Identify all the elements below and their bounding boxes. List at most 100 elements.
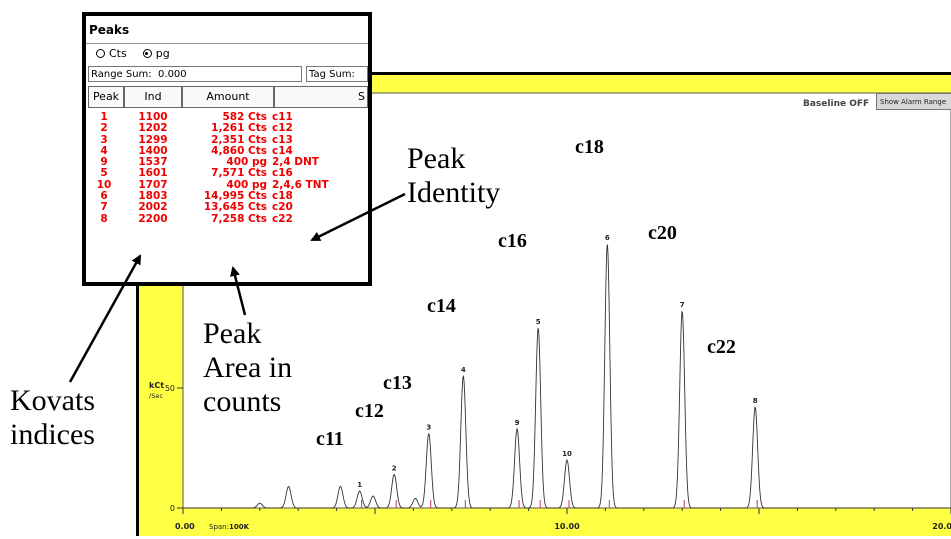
compound-label-c13: c13 xyxy=(383,372,412,394)
kovats-index-cell: 1100 xyxy=(138,111,168,123)
table-row[interactable]: 7 2002 13,645 Cts c20 xyxy=(88,201,378,214)
tag-sum-field: Tag Sum: xyxy=(306,66,368,82)
identity-cell: c20 xyxy=(272,201,293,214)
amount-cell: 14,995 Cts xyxy=(203,190,267,203)
table-row[interactable]: 2 1202 1,261 Cts c12 xyxy=(88,122,378,135)
peak-number-cell: 3 xyxy=(100,133,108,146)
amount-cell: 400 pg xyxy=(226,178,267,191)
compound-label-c20: c20 xyxy=(648,222,677,244)
table-row[interactable]: 6 1803 14,995 Cts c18 xyxy=(88,190,378,203)
baseline-status: Baseline OFF xyxy=(803,99,870,109)
peak-number-label: 5 xyxy=(536,318,541,326)
compound-label-c22: c22 xyxy=(707,336,736,358)
range-sum-value: 0.000 xyxy=(158,69,187,80)
table-header: Peak Ind Amount S xyxy=(88,86,378,108)
column-header-s[interactable]: S xyxy=(274,86,368,108)
peak-number-label: 8 xyxy=(753,397,758,405)
amount-cell: 582 Cts xyxy=(222,111,267,123)
amount-cell: 13,645 Cts xyxy=(203,201,267,214)
kovats-index-cell: 2002 xyxy=(138,201,168,214)
peak-number-cell: 5 xyxy=(100,167,108,180)
identity-cell: 2,4,6 TNT xyxy=(272,178,329,191)
peak-number-cell: 6 xyxy=(100,190,108,203)
chromatogram-trace xyxy=(183,244,951,509)
table-row[interactable]: 5 1601 7,571 Cts c16 xyxy=(88,167,378,180)
kovats-index-cell: 1803 xyxy=(138,190,168,203)
title-divider xyxy=(86,43,368,44)
peaks-table-body: 1 1100 582 Cts c11 2 1202 1,261 Cts c12 3 1299 2,3… xyxy=(88,111,378,225)
peak-number-cell: 9 xyxy=(100,156,108,169)
kovats-index-cell: 1707 xyxy=(138,178,168,191)
amount-cell: 2,351 Cts xyxy=(211,133,267,146)
peak-identity-annotation: Peak Identity xyxy=(407,142,501,209)
kovats-index-cell: 1537 xyxy=(138,156,168,169)
identity-cell: 2,4 DNT xyxy=(272,156,319,169)
chromatogram-window: 50 0 0.00 10.00 20.0 kCt/Sec Span:100K 1 2 3 4 9 5 10… xyxy=(136,72,951,536)
peak-number-label: 6 xyxy=(605,234,610,242)
identity-cell: c14 xyxy=(272,144,293,157)
compound-label-c12: c12 xyxy=(355,400,384,422)
column-header-ind[interactable]: Ind xyxy=(124,86,182,108)
identity-cell: c18 xyxy=(272,190,293,203)
peak-number-label: 9 xyxy=(515,419,520,427)
kovats-index-cell: 1299 xyxy=(138,133,168,146)
peak-number-cell: 1 xyxy=(100,111,108,123)
peaks-window-title: Peaks xyxy=(89,23,130,37)
kovats-annotation: Kovats indices xyxy=(10,384,95,451)
show-alarm-range-button[interactable]: Show Alarm Range xyxy=(876,93,951,110)
table-row[interactable]: 3 1299 2,351 Cts c13 xyxy=(88,133,378,146)
y-tick-label: 0 xyxy=(170,504,175,513)
table-row[interactable]: 10 1707 400 pg 2,4,6 TNT xyxy=(88,178,378,191)
peak-number-label: 10 xyxy=(562,450,572,458)
peak-area-annotation: Peak Area in counts xyxy=(203,317,293,418)
peak-number-label: 7 xyxy=(680,301,685,309)
amount-cell: 7,258 Cts xyxy=(211,212,267,225)
table-row[interactable]: 1 1100 582 Cts c11 xyxy=(88,111,378,123)
y-tick-label: 50 xyxy=(165,384,175,393)
peak-number-label: 1 xyxy=(357,481,362,489)
kovats-index-cell: 1202 xyxy=(138,122,168,135)
identity-cell: c13 xyxy=(272,133,293,146)
identity-cell: c16 xyxy=(272,167,293,180)
x-tick-label: 10.00 xyxy=(554,522,580,531)
units-radio-group: Cts pg xyxy=(96,47,170,60)
peak-number-label: 3 xyxy=(426,424,431,432)
amount-cell: 1,261 Cts xyxy=(211,122,267,135)
peaks-window: Peaks Cts pg Range Sum: 0.000 Tag Sum: P… xyxy=(82,12,372,286)
compound-label-c11: c11 xyxy=(316,428,344,450)
radio-cts-label: Cts xyxy=(109,47,127,60)
radio-pg[interactable] xyxy=(142,49,152,58)
kovats-index-cell: 1400 xyxy=(138,144,168,157)
table-row[interactable]: 8 2200 7,258 Cts c22 xyxy=(88,212,378,225)
y-axis-label-per: /Sec xyxy=(149,392,163,400)
y-axis-label-unit: kCt xyxy=(149,381,164,390)
peak-number-cell: 4 xyxy=(100,144,108,157)
peak-number-label: 4 xyxy=(461,366,466,374)
peak-number-cell: 8 xyxy=(100,212,108,225)
amount-cell: 400 pg xyxy=(226,156,267,169)
amount-cell: 7,571 Cts xyxy=(211,167,267,180)
compound-label-c18: c18 xyxy=(575,136,604,158)
identity-cell: c12 xyxy=(272,122,293,135)
compound-label-c14: c14 xyxy=(427,295,456,317)
column-header-peak[interactable]: Peak xyxy=(88,86,124,108)
radio-cts[interactable] xyxy=(96,49,105,58)
peak-number-cell: 10 xyxy=(96,178,112,191)
x-tick-label: 0.00 xyxy=(175,522,195,531)
range-sum-label: Range Sum: xyxy=(91,69,152,80)
kovats-index-cell: 2200 xyxy=(138,212,168,225)
sum-row: Range Sum: 0.000 Tag Sum: xyxy=(88,66,378,83)
peak-number-label: 2 xyxy=(392,464,397,472)
compound-label-c16: c16 xyxy=(498,230,527,252)
table-row[interactable]: 4 1400 4,860 Cts c14 xyxy=(88,144,378,157)
peak-number-cell: 2 xyxy=(100,122,108,135)
peak-number-cell: 7 xyxy=(100,201,108,214)
column-header-amount[interactable]: Amount xyxy=(182,86,274,108)
table-row[interactable]: 9 1537 400 pg 2,4 DNT xyxy=(88,156,378,169)
radio-pg-label: pg xyxy=(155,47,170,60)
range-sum-field: Range Sum: 0.000 xyxy=(88,66,302,82)
x-tick-label: 20.0 xyxy=(932,522,951,531)
tag-sum-label: Tag Sum: xyxy=(309,69,355,80)
span-label: Span:100K xyxy=(209,523,250,531)
identity-cell: c11 xyxy=(272,111,293,123)
